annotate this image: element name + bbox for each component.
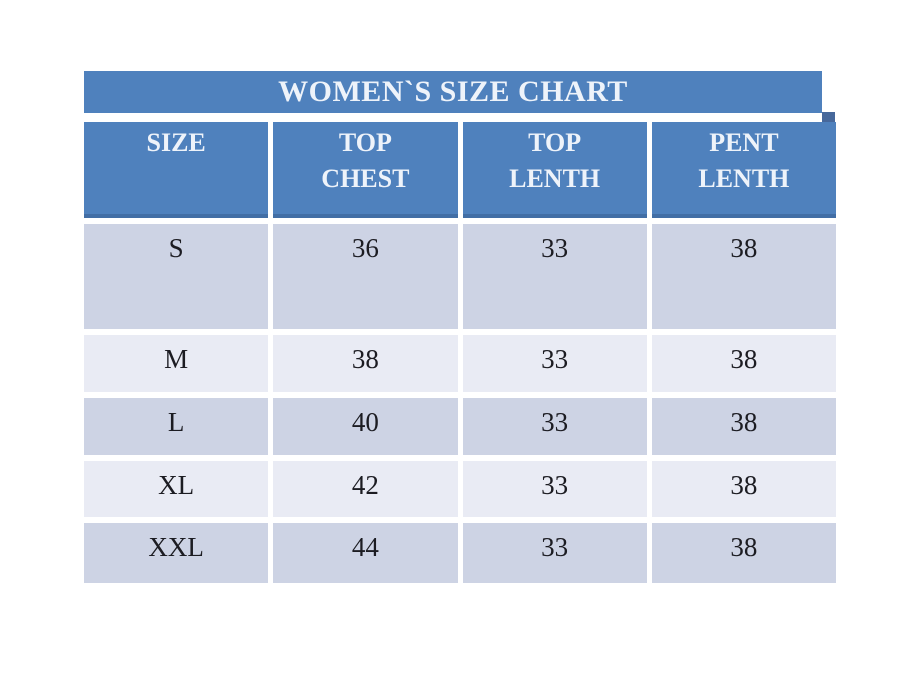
size-label: M — [84, 335, 269, 392]
column-header-top-chest: TOP CHEST — [273, 122, 458, 218]
pent-lenth-value: 38 — [651, 461, 836, 517]
top-lenth-value: 33 — [462, 461, 647, 517]
pent-lenth-value: 38 — [651, 335, 836, 392]
column-header-size: SIZE — [84, 122, 269, 218]
top-lenth-value: 33 — [462, 335, 647, 392]
size-label: XXL — [84, 523, 269, 583]
pent-lenth-value: 38 — [651, 224, 836, 329]
top-chest-value: 42 — [273, 461, 458, 517]
size-label: L — [84, 398, 269, 455]
table-title: WOMEN`S SIZE CHART — [84, 71, 822, 113]
column-header-top-lenth: TOP LENTH — [462, 122, 647, 218]
size-label: S — [84, 224, 269, 329]
size-label: XL — [84, 461, 269, 517]
top-chest-value: 44 — [273, 523, 458, 583]
title-shadow-corner — [822, 112, 835, 122]
top-lenth-value: 33 — [462, 398, 647, 455]
pent-lenth-value: 38 — [651, 398, 836, 455]
top-chest-value: 38 — [273, 335, 458, 392]
size-chart-table: SIZE TOP CHEST TOP LENTH PENT LENTH S 36… — [84, 122, 836, 583]
top-chest-value: 40 — [273, 398, 458, 455]
column-header-pent-lenth: PENT LENTH — [651, 122, 836, 218]
top-chest-value: 36 — [273, 224, 458, 329]
pent-lenth-value: 38 — [651, 523, 836, 583]
top-lenth-value: 33 — [462, 224, 647, 329]
top-lenth-value: 33 — [462, 523, 647, 583]
